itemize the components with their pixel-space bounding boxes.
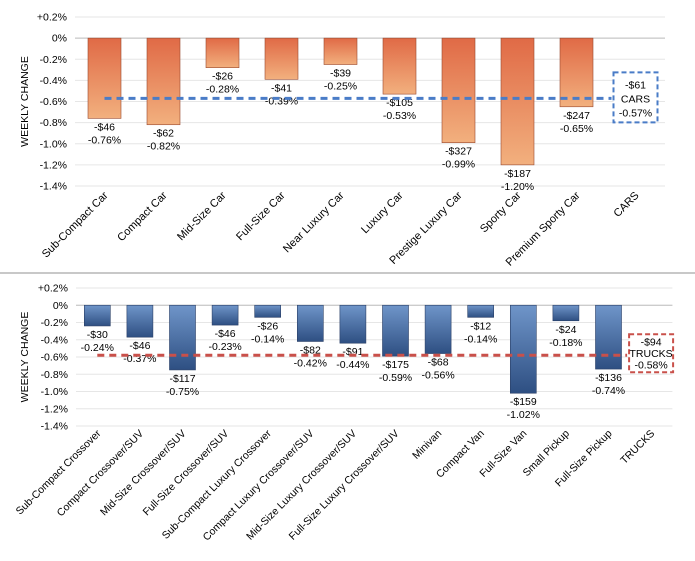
data-label: -$187 -1.20% <box>501 168 534 193</box>
y-tick-label: +0.2% <box>37 12 67 24</box>
bar <box>126 304 154 338</box>
y-tick-label: -1.0% <box>41 386 68 398</box>
bar <box>323 37 358 65</box>
bar <box>595 304 622 370</box>
y-tick-label: -0.8% <box>41 369 68 381</box>
y-tick-label: 0% <box>53 300 68 312</box>
bar <box>87 37 122 119</box>
y-tick-label: -1.2% <box>40 159 67 171</box>
bar <box>382 304 409 357</box>
category-label: Compact Crossover/SUV <box>55 428 146 519</box>
bar <box>382 37 417 95</box>
category-label: Luxury Car <box>359 189 406 236</box>
category-label: Sub-Compact Crossover <box>14 427 104 517</box>
average-label-box <box>612 71 659 124</box>
data-label: -$159 -1.02% <box>507 396 540 421</box>
data-label: -$46 -0.76% <box>88 121 121 146</box>
bar <box>339 304 367 344</box>
data-label: -$46 -0.23% <box>208 328 241 353</box>
cars-bar-chart: +0.2% 0% -0.2% -0.4% -0.6% -0.8% -1.0% -1.2% -1.… <box>19 12 665 269</box>
category-label: TRUCKS <box>618 428 657 467</box>
data-label: -$327 -0.99% <box>442 146 475 171</box>
bar <box>205 37 240 69</box>
panel-divider <box>0 272 695 274</box>
data-label: -$62 -0.82% <box>147 128 180 153</box>
bar <box>467 304 495 318</box>
average-label: -$94 TRUCKS -0.58% <box>630 337 673 372</box>
y-tick-label: +0.2% <box>38 283 68 295</box>
category-label: Full-Size Crossover/SUV <box>141 428 232 519</box>
category-label: Minivan <box>410 428 444 462</box>
data-label: -$39 -0.25% <box>324 68 357 93</box>
data-label: -$175 -0.59% <box>379 359 412 384</box>
y-tick-label: -1.4% <box>40 181 67 193</box>
bar <box>254 304 281 318</box>
data-label: -$26 -0.14% <box>251 320 284 345</box>
y-tick-label: -0.4% <box>40 75 67 87</box>
data-label: -$105 -0.53% <box>383 97 416 122</box>
bar <box>296 304 324 342</box>
bar <box>146 37 181 126</box>
data-label: -$68 -0.56% <box>421 357 454 382</box>
category-label: Compact Car <box>115 189 170 244</box>
data-label: -$46 -0.37% <box>123 340 156 365</box>
data-label: -$82 -0.42% <box>294 344 327 369</box>
y-tick-label: -0.6% <box>41 352 68 364</box>
y-tick-label: -1.4% <box>41 421 68 433</box>
bar <box>169 304 196 371</box>
y-tick-label: -0.8% <box>40 117 67 129</box>
cars-chart-panel: +0.2% 0% -0.2% -0.4% -0.6% -0.8% -1.0% -1.2% -1.… <box>0 0 695 270</box>
y-tick-label: -0.2% <box>41 317 68 329</box>
bar <box>509 304 537 394</box>
bar <box>500 37 535 166</box>
average-label-box <box>628 333 675 374</box>
y-axis-label: WEEKLY CHANGE <box>19 312 31 403</box>
bar <box>264 37 299 80</box>
y-tick-label: -0.2% <box>40 54 67 66</box>
average-label: -$61 CARS -0.57% <box>619 79 652 119</box>
category-label: Mid-Size Crossover/SUV <box>98 428 189 519</box>
data-label: -$24 -0.18% <box>549 324 582 349</box>
y-tick-label: -0.6% <box>40 96 67 108</box>
data-label: -$91 -0.44% <box>336 346 369 371</box>
bar <box>211 304 239 326</box>
y-tick-label: -1.2% <box>41 403 68 415</box>
data-label: -$26 -0.28% <box>206 71 239 96</box>
category-label: Sub-Compact Car <box>40 189 111 260</box>
bar <box>441 37 476 143</box>
data-label: -$247 -0.65% <box>560 110 593 135</box>
bar <box>552 304 580 322</box>
trucks-chart-panel: +0.2% 0% -0.2% -0.4% -0.6% -0.8% -1.0% -1.2% -1.… <box>0 276 695 546</box>
trucks-bar-chart: +0.2% 0% -0.2% -0.4% -0.6% -0.8% -1.0% -1.2% -1.… <box>14 283 675 543</box>
category-label: Full-Size Car <box>234 189 288 243</box>
y-tick-label: 0% <box>52 33 67 45</box>
y-axis-label: WEEKLY CHANGE <box>19 56 31 147</box>
y-tick-label: -1.0% <box>40 138 67 150</box>
data-label: -$41 -0.39% <box>265 82 298 107</box>
category-label: Sporty Car <box>478 189 524 235</box>
bar <box>559 37 594 108</box>
bar <box>424 304 452 354</box>
category-label: CARS <box>612 190 642 220</box>
y-tick-label: -0.4% <box>41 334 68 346</box>
category-label: Near Luxury Car <box>281 189 347 255</box>
category-label: Mid-Size Car <box>175 189 229 243</box>
bar <box>84 304 111 327</box>
data-label: -$30 -0.24% <box>81 329 114 354</box>
data-label: -$136 -0.74% <box>592 372 625 397</box>
data-label: -$12 -0.14% <box>464 320 497 345</box>
data-label: -$117 -0.75% <box>166 373 199 398</box>
